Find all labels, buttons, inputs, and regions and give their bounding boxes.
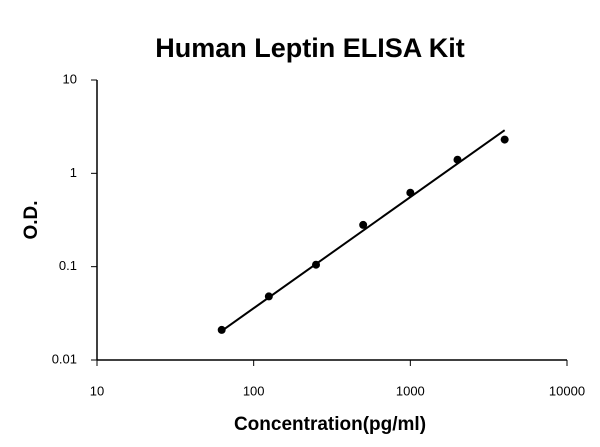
chart-title: Human Leptin ELISA Kit <box>155 33 465 63</box>
data-point <box>453 155 462 164</box>
data-point <box>264 292 273 301</box>
y-tick-label: 0.01 <box>52 351 77 366</box>
y-tick-label: 1 <box>70 165 77 180</box>
x-axis-label: Concentration(pg/ml) <box>234 414 426 435</box>
data-point <box>312 260 321 269</box>
data-point <box>217 325 226 334</box>
data-point <box>359 220 368 229</box>
y-tick-label: 10 <box>63 71 77 86</box>
y-axis-label: O.D. <box>21 200 42 239</box>
x-tick-label: 100 <box>243 383 265 398</box>
data-point <box>406 188 415 197</box>
fit-line <box>221 129 506 332</box>
x-tick-label: 1000 <box>396 383 425 398</box>
x-tick-label: 10000 <box>549 383 585 398</box>
data-point <box>500 135 509 144</box>
y-tick-label: 0.1 <box>59 258 77 273</box>
x-tick-label: 10 <box>90 383 104 398</box>
